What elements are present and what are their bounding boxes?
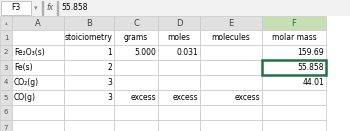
Text: 159.69: 159.69 <box>298 48 324 57</box>
Bar <box>12 45 64 60</box>
Bar <box>158 30 200 45</box>
Text: 2: 2 <box>107 63 112 72</box>
Text: 55.858: 55.858 <box>61 4 88 12</box>
Bar <box>158 120 200 131</box>
Text: F: F <box>292 18 296 28</box>
Text: 44.01: 44.01 <box>302 78 324 87</box>
Bar <box>114 60 158 75</box>
Bar <box>158 75 200 90</box>
Bar <box>57 1 58 15</box>
Bar <box>64 60 114 75</box>
Text: 2: 2 <box>4 50 8 56</box>
Bar <box>64 105 114 120</box>
Bar <box>262 60 326 75</box>
Bar <box>262 30 326 45</box>
Bar <box>0 120 12 131</box>
Text: excess: excess <box>172 93 198 102</box>
Bar <box>200 105 262 120</box>
Bar <box>64 90 114 105</box>
Text: Fe₂O₃(s): Fe₂O₃(s) <box>14 48 45 57</box>
Bar <box>114 75 158 90</box>
Bar <box>0 90 12 105</box>
Text: 5.000: 5.000 <box>134 48 156 57</box>
Bar <box>158 90 200 105</box>
Text: CO(g): CO(g) <box>14 93 36 102</box>
Bar <box>262 75 326 90</box>
Bar <box>262 90 326 105</box>
Bar <box>64 75 114 90</box>
Bar <box>262 120 326 131</box>
Bar <box>64 16 114 30</box>
Bar <box>64 45 114 60</box>
Text: ▾: ▾ <box>34 5 37 11</box>
Bar <box>158 105 200 120</box>
Bar <box>262 60 326 75</box>
Bar <box>200 75 262 90</box>
Text: A: A <box>35 18 41 28</box>
Bar <box>1 1 31 15</box>
Text: 3: 3 <box>4 64 8 70</box>
Text: 4: 4 <box>4 80 8 86</box>
Text: 1: 1 <box>4 34 8 40</box>
Text: molar mass: molar mass <box>272 33 316 42</box>
Bar <box>0 75 12 90</box>
Bar <box>200 120 262 131</box>
Bar <box>12 120 64 131</box>
Text: molecules: molecules <box>212 33 250 42</box>
Bar <box>12 16 64 30</box>
Bar <box>64 120 114 131</box>
Text: excess: excess <box>130 93 156 102</box>
Text: E: E <box>228 18 234 28</box>
Bar <box>114 45 158 60</box>
Text: 0.031: 0.031 <box>176 48 198 57</box>
Bar <box>200 45 262 60</box>
Text: CO₂(g): CO₂(g) <box>14 78 39 87</box>
Bar <box>0 45 12 60</box>
Bar <box>0 105 12 120</box>
Bar <box>200 16 262 30</box>
Bar <box>114 30 158 45</box>
Bar <box>114 120 158 131</box>
Bar <box>200 90 262 105</box>
Bar <box>200 60 262 75</box>
Bar <box>158 60 200 75</box>
Text: moles: moles <box>168 33 190 42</box>
Bar <box>42 1 43 15</box>
Bar <box>0 30 12 45</box>
Bar <box>0 16 12 30</box>
Text: 1: 1 <box>107 48 112 57</box>
Bar <box>12 60 64 75</box>
Bar <box>158 16 200 30</box>
Text: F3: F3 <box>11 4 21 12</box>
Text: D: D <box>176 18 182 28</box>
Text: 3: 3 <box>107 78 112 87</box>
Text: stoiciometry: stoiciometry <box>65 33 113 42</box>
Text: Fe(s): Fe(s) <box>14 63 33 72</box>
Bar <box>12 105 64 120</box>
Bar <box>12 90 64 105</box>
Text: C: C <box>133 18 139 28</box>
Text: 7: 7 <box>4 124 8 130</box>
Text: ▴: ▴ <box>5 20 7 26</box>
Text: 5: 5 <box>4 94 8 100</box>
Bar <box>262 45 326 60</box>
Text: fx: fx <box>46 3 53 12</box>
Bar <box>262 16 326 30</box>
Bar <box>200 30 262 45</box>
Text: B: B <box>86 18 92 28</box>
Text: 3: 3 <box>107 93 112 102</box>
Bar <box>262 105 326 120</box>
Text: 6: 6 <box>4 110 8 116</box>
Bar <box>158 45 200 60</box>
Bar <box>114 16 158 30</box>
Bar <box>12 30 64 45</box>
Text: grams: grams <box>124 33 148 42</box>
Bar <box>114 90 158 105</box>
Bar <box>0 60 12 75</box>
Bar <box>64 30 114 45</box>
Bar <box>12 75 64 90</box>
Text: 55.858: 55.858 <box>298 63 324 72</box>
Text: excess: excess <box>234 93 260 102</box>
Bar <box>114 105 158 120</box>
